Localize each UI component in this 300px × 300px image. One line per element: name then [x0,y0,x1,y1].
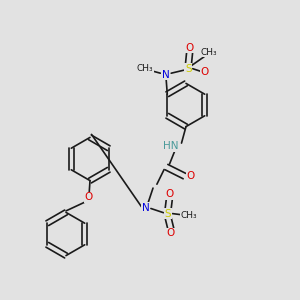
Text: O: O [167,228,175,238]
Text: N: N [162,70,170,80]
Text: S: S [185,64,192,74]
Text: N: N [142,202,149,213]
Text: O: O [186,43,194,53]
Text: O: O [84,192,93,202]
Text: HN: HN [163,141,178,151]
Text: O: O [165,189,174,199]
Text: CH₃: CH₃ [136,64,153,73]
Text: O: O [201,67,209,77]
Text: S: S [165,208,171,219]
Text: O: O [186,171,195,181]
Text: CH₃: CH₃ [200,48,217,57]
Text: CH₃: CH₃ [181,211,197,220]
